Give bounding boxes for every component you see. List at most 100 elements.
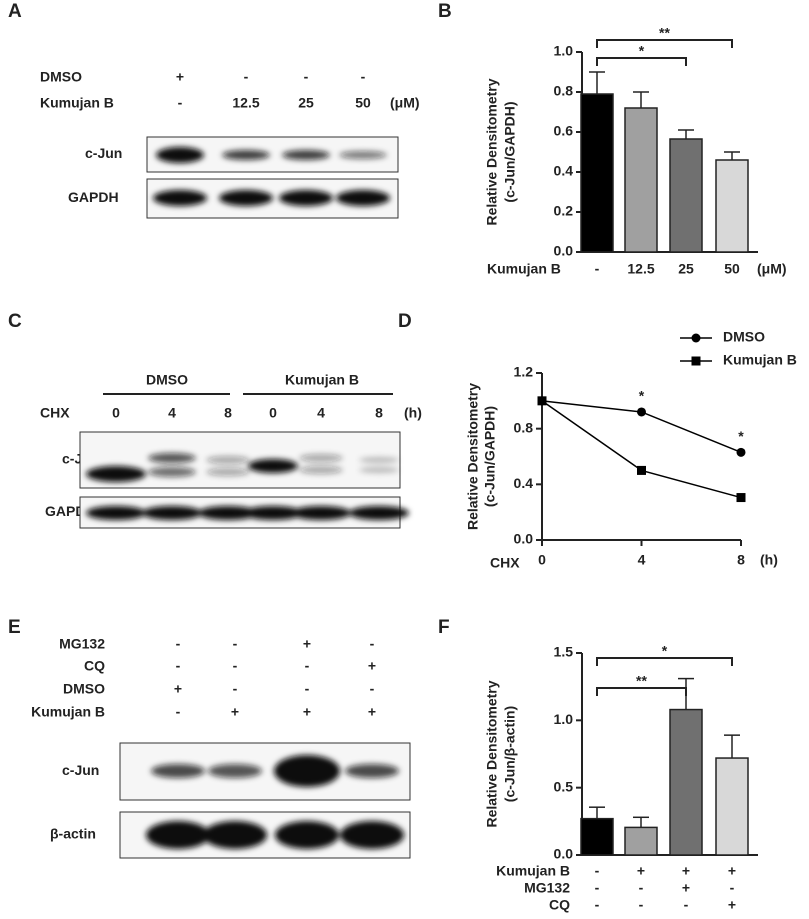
panel-letter: F <box>438 617 450 638</box>
row-value: + <box>303 636 311 652</box>
bar <box>715 159 749 253</box>
band <box>274 755 340 787</box>
row-value: - <box>595 897 600 913</box>
y-tick-label: 0.4 <box>554 163 574 179</box>
y-axis-label: (c-Jun/β-actin) <box>502 706 518 802</box>
significance-label: * <box>639 43 645 59</box>
row-value: - <box>305 658 310 674</box>
row-label: DMSO <box>63 681 105 697</box>
legend-label: DMSO <box>723 329 765 345</box>
legend-label: Kumujan B <box>723 352 797 368</box>
panel-letter: A <box>8 1 22 22</box>
row-value: + <box>682 863 690 879</box>
y-axis-label: Relative Densitometry <box>484 680 500 827</box>
group-label: DMSO <box>146 372 188 388</box>
y-tick-label: 0.4 <box>514 475 534 491</box>
row-value: - <box>176 636 181 652</box>
band <box>148 453 196 463</box>
unit: (h) <box>760 552 778 568</box>
row-value: + <box>728 897 736 913</box>
band <box>148 467 196 477</box>
row-label: CHX <box>40 405 70 421</box>
point <box>736 493 746 503</box>
band <box>339 151 387 159</box>
y-tick-label: 1.0 <box>554 711 574 727</box>
legend-marker <box>691 333 701 343</box>
band <box>243 506 303 520</box>
x-tick-label: 50 <box>724 261 740 277</box>
band <box>146 821 210 849</box>
y-tick-label: 1.2 <box>514 364 534 380</box>
band <box>206 468 250 476</box>
band <box>345 764 399 778</box>
band <box>206 456 250 464</box>
bar <box>624 107 658 253</box>
x-axis-label: CHX <box>490 555 520 571</box>
panel-letter: B <box>438 1 452 22</box>
significance-bracket <box>596 687 687 696</box>
point <box>736 447 746 457</box>
row-value: - <box>244 69 249 85</box>
band <box>142 506 202 520</box>
row-value: 50 <box>355 95 371 111</box>
band <box>340 821 404 849</box>
blot-label: c-Jun <box>62 762 99 778</box>
row-value: + <box>368 658 376 674</box>
row-label: CQ <box>549 897 570 913</box>
significance-label: ** <box>636 673 647 689</box>
row-label: Kumujan B <box>31 704 105 720</box>
significance-label: ** <box>659 25 670 41</box>
y-tick-label: 1.0 <box>554 43 574 59</box>
row-value: + <box>176 69 184 85</box>
row-value: - <box>595 863 600 879</box>
x-tick-label: - <box>595 261 600 277</box>
blot-bands <box>151 755 399 787</box>
band <box>198 506 258 520</box>
row-value: + <box>303 704 311 720</box>
blot-label: GAPDH <box>68 189 119 205</box>
row-label: Kumujan B <box>496 863 570 879</box>
row-value: + <box>231 704 239 720</box>
y-tick-label: 0.0 <box>514 531 534 547</box>
band <box>248 459 298 473</box>
y-tick-label: 0.8 <box>554 83 574 99</box>
band <box>219 190 273 206</box>
blot-label: c-Jun <box>85 145 122 161</box>
group-label: Kumujan B <box>285 372 359 388</box>
row-value: - <box>304 69 309 85</box>
row-label: MG132 <box>59 636 105 652</box>
bar <box>669 708 703 856</box>
band <box>359 467 399 473</box>
row-value: - <box>639 897 644 913</box>
row-value: + <box>637 863 645 879</box>
panel-letter: C <box>8 311 22 332</box>
point <box>637 407 646 417</box>
y-tick-label: 0.0 <box>554 243 574 259</box>
row-value: - <box>370 636 375 652</box>
blot-bands <box>86 506 409 520</box>
band <box>282 150 330 160</box>
row-value: + <box>368 704 376 720</box>
band <box>151 764 205 778</box>
panel-letter: E <box>8 617 21 638</box>
band <box>291 506 351 520</box>
band <box>86 466 146 482</box>
y-axis-label: Relative Densitometry <box>484 78 500 225</box>
time-label: 4 <box>168 405 176 421</box>
band <box>86 506 146 520</box>
bar <box>624 826 658 856</box>
x-axis-label: Kumujan B <box>487 261 561 277</box>
bar <box>580 817 614 856</box>
band <box>279 190 333 206</box>
band <box>299 454 343 462</box>
band <box>156 147 204 163</box>
point <box>537 396 547 406</box>
y-axis-label: (c-Jun/GAPDH) <box>482 406 498 507</box>
bar <box>715 757 749 856</box>
row-label: Kumujan B <box>40 95 114 111</box>
y-axis-label: Relative Densitometry <box>465 383 481 530</box>
significance-label: * <box>662 643 668 659</box>
row-label: CQ <box>84 658 105 674</box>
legend-marker <box>691 356 701 366</box>
panel-letter: D <box>398 311 412 332</box>
